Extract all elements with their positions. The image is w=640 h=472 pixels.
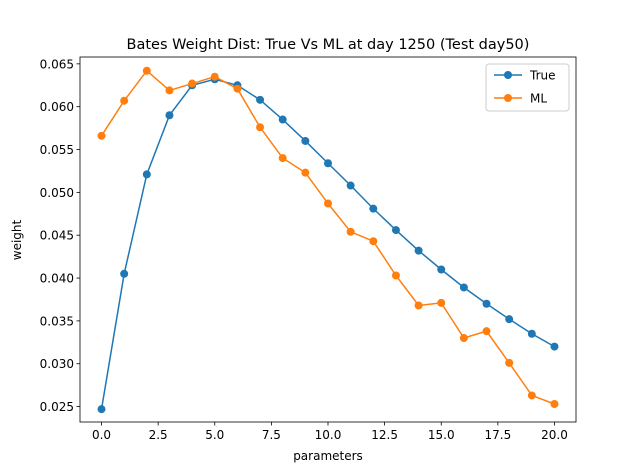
data-point [120,96,129,105]
data-point [346,181,355,190]
chart-title: Bates Weight Dist: True Vs ML at day 125… [127,37,530,53]
series-true [97,75,559,414]
y-tick-label: 0.030 [40,357,74,371]
y-tick-label: 0.045 [40,229,74,243]
legend-label: ML [530,92,547,106]
y-tick-label: 0.055 [40,143,74,157]
data-point [369,204,378,213]
x-tick-label: 2.5 [149,428,168,442]
data-point [437,298,446,307]
y-tick-label: 0.025 [40,400,74,414]
legend: True ML [485,63,570,112]
data-point [278,115,287,124]
x-axis-label: parameters [293,449,363,463]
data-point [165,111,174,120]
y-tick-label: 0.065 [40,57,74,71]
data-point [120,269,129,278]
y-axis-label: weight [10,219,24,260]
data-point [142,66,151,75]
x-tick-label: 5.0 [205,428,224,442]
data-point [391,226,400,235]
data-point [527,391,536,400]
y-tick-label: 0.050 [40,186,74,200]
x-tick-label: 17.5 [485,428,512,442]
data-point [97,405,106,414]
legend-swatch-marker [504,71,512,79]
data-point [188,79,197,88]
x-tick-label: 20.0 [541,428,568,442]
plot-area: 0.0 2.5 5.0 7.5 10.0 12.5 15.0 17.5 20.00.0250.0… [40,56,577,442]
data-point [233,84,242,93]
data-point [550,342,559,351]
data-point [210,72,219,81]
data-point [482,327,491,336]
x-tick-label: 15.0 [428,428,455,442]
x-axis: 0.0 2.5 5.0 7.5 10.0 12.5 15.0 17.5 20.0 [92,422,568,442]
data-point [369,237,378,246]
x-tick-label: 7.5 [262,428,281,442]
data-point [301,168,310,177]
data-point [459,283,468,292]
x-tick-label: 12.5 [371,428,398,442]
data-point [459,334,468,343]
series-line [100,78,555,410]
data-point [324,159,332,168]
y-axis: 0.025 0.030 0.035 0.040 0.045 0.050 0.055 0.060… [40,57,80,414]
y-tick-label: 0.060 [40,100,74,114]
axes-frame [79,56,577,423]
series-ml [97,66,559,409]
data-point [414,246,423,255]
x-tick-label: 10.0 [315,428,342,442]
x-tick-label: 0.0 [92,428,111,442]
data-point [437,265,446,274]
y-tick-label: 0.035 [40,314,74,328]
data-point [142,170,151,179]
data-point [165,86,174,95]
data-point [482,299,491,308]
data-point [256,123,265,132]
data-point [346,227,355,236]
data-point [505,315,514,324]
legend-label: True [529,69,556,83]
data-point [505,358,514,367]
data-point [324,199,332,208]
legend-box [485,63,570,112]
data-point [527,329,536,338]
data-point [391,271,400,280]
legend-swatch-marker [504,94,512,102]
series-line [100,69,555,405]
data-point [301,136,310,145]
data-point [97,131,106,140]
data-point [278,154,287,163]
data-point [550,400,559,409]
y-tick-label: 0.040 [40,272,74,286]
data-point [256,95,265,104]
data-point [414,301,423,310]
